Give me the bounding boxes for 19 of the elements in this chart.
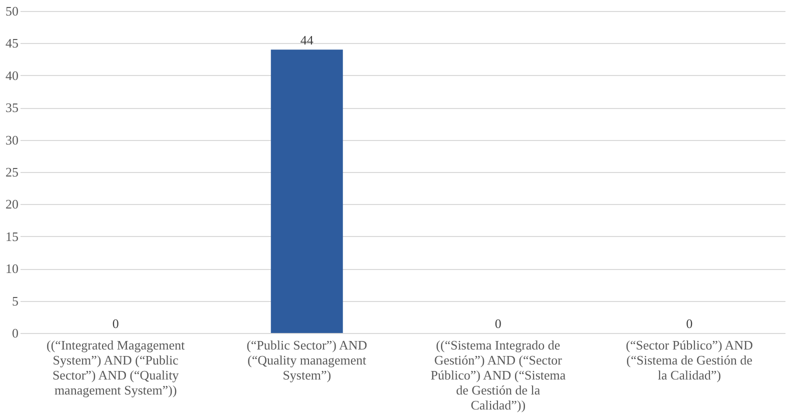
- y-tick-label: 5: [12, 293, 18, 308]
- y-tick-label: 50: [6, 4, 18, 18]
- y-tick-label: 10: [6, 261, 18, 276]
- y-tick-label: 40: [6, 68, 18, 83]
- data-label: 0: [494, 316, 502, 331]
- x-tick-label: (“Public Sector”) AND (“Quality management System”): [246, 338, 368, 382]
- data-label: 0: [112, 316, 119, 331]
- data-label: 44: [300, 32, 314, 48]
- x-tick-label: ((“Sistema Integrado de Gestión”) AND (“Sector Público”) AND (“Sistema de Gestión de la Calidad”)): [430, 338, 566, 412]
- y-tick-label: 35: [6, 100, 18, 116]
- data-label: 0: [686, 316, 693, 331]
- y-tick-label: 45: [6, 36, 18, 51]
- y-tick-label: 25: [6, 164, 18, 180]
- x-tick-label: (“Sector Público”) AND (“Sistema de Gestión de la Calidad”): [626, 338, 753, 382]
- y-tick-label: 0: [12, 326, 18, 340]
- y-tick-label: 30: [6, 132, 18, 148]
- y-tick-label: 15: [6, 228, 18, 244]
- x-tick-label: ((“Integrated Magagement System”) AND (“Public Sector”) AND (“Quality management System”)): [46, 338, 186, 398]
- y-tick-label: 20: [6, 196, 18, 212]
